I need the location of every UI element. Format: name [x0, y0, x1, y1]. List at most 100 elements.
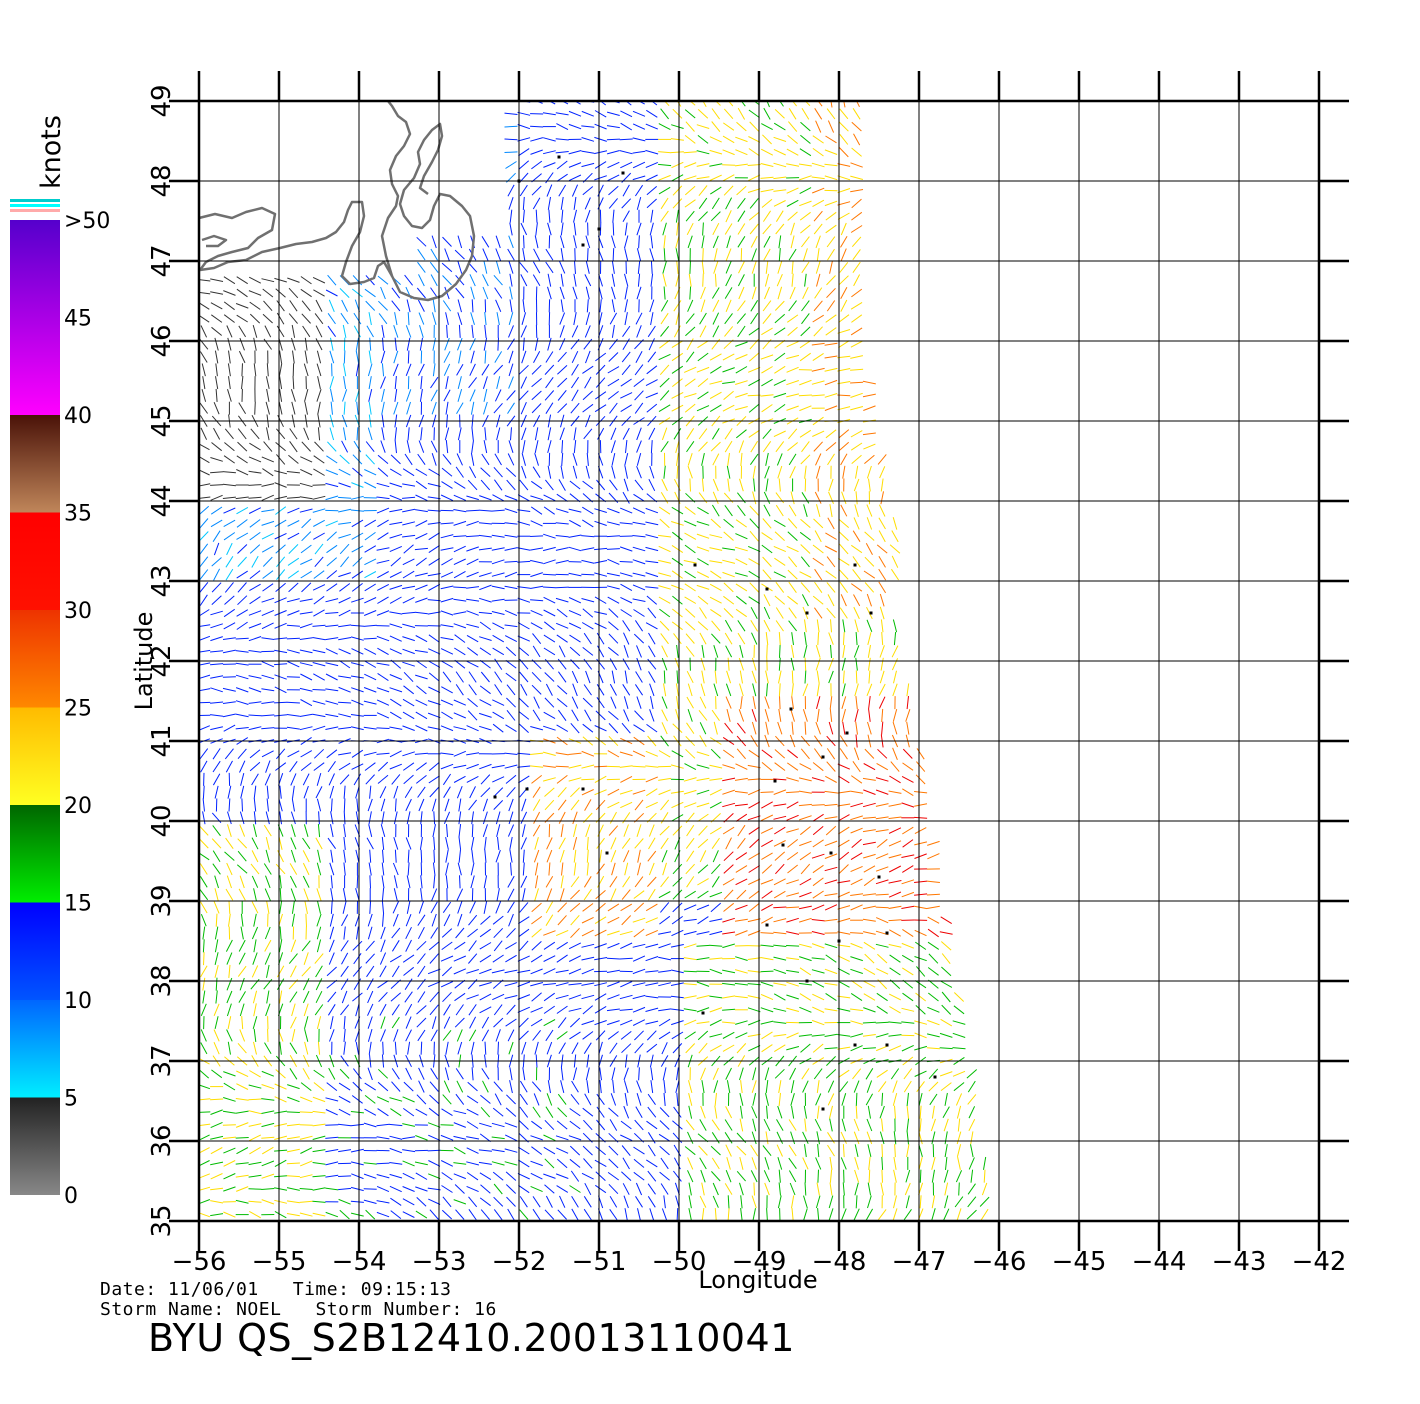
wind-vector [300, 1148, 312, 1154]
wind-vector [558, 710, 566, 721]
wind-vector [725, 287, 732, 298]
wind-vector [495, 390, 501, 402]
wind-vector [200, 403, 208, 414]
wind-vector [382, 901, 383, 914]
wind-vector [585, 710, 591, 721]
wind-vector [441, 598, 453, 602]
wind-vector [725, 326, 733, 336]
wind-vector [365, 546, 376, 553]
wind-vector [775, 852, 785, 861]
wind-vector [509, 351, 513, 363]
wind-vector [864, 942, 875, 949]
wind-vector [418, 927, 424, 939]
wind-vector [890, 545, 900, 553]
wind-vector [558, 1094, 566, 1104]
wind-vector [456, 684, 463, 695]
wind-vector [892, 646, 898, 658]
wind-vector [636, 1196, 643, 1207]
wind-vector [441, 700, 453, 705]
wind-vector [252, 774, 259, 785]
wind-vector [865, 557, 874, 566]
wind-vector [344, 799, 345, 812]
footer-date-line: Date: 11/06/01 Time: 09:15:13 [100, 1279, 451, 1300]
wind-vector [620, 790, 632, 794]
wind-vector [684, 394, 696, 398]
wind-vector [369, 863, 371, 876]
wind-vector [648, 1132, 655, 1143]
wind-vector [687, 851, 694, 862]
wind-vector [697, 803, 709, 807]
wind-vector [825, 368, 838, 371]
wind-vector [433, 299, 435, 312]
wind-vector [262, 457, 274, 462]
wind-vector [688, 300, 693, 312]
wind-vector [850, 369, 863, 370]
wind-vector [672, 815, 683, 821]
wind-vector [428, 713, 440, 718]
wind-vector [342, 991, 347, 1003]
wind-vector [805, 619, 807, 632]
wind-vector [530, 983, 543, 986]
wind-vector [786, 792, 799, 793]
wind-vector [774, 1045, 785, 1052]
wind-vector [505, 535, 518, 537]
rain-flag-marker [774, 780, 777, 783]
wind-vector [342, 915, 348, 926]
wind-vector [548, 466, 551, 479]
wind-vector [224, 443, 234, 451]
wind-vector [804, 504, 808, 516]
wind-vector [201, 761, 207, 772]
wind-vector [544, 993, 555, 1001]
wind-vector [498, 338, 499, 351]
wind-vector [314, 763, 324, 771]
wind-vector [367, 838, 373, 849]
wind-vector [813, 136, 824, 143]
wind-vector [891, 569, 898, 580]
wind-vector [764, 108, 770, 119]
wind-vector [381, 1017, 385, 1029]
wind-vector [264, 339, 272, 350]
wind-vector [659, 1019, 670, 1026]
wind-vector [741, 453, 742, 466]
wind-vector [378, 1069, 387, 1078]
wind-vector [663, 863, 667, 875]
wind-vector [711, 1171, 720, 1181]
wind-vector [470, 902, 476, 914]
wind-vector [586, 287, 589, 300]
wind-vector [470, 390, 475, 402]
wind-vector [215, 786, 218, 799]
wind-vector [497, 376, 500, 389]
wind-vector [236, 1084, 248, 1090]
wind-vector [249, 1111, 262, 1114]
wind-vector [458, 312, 462, 324]
wind-vector [574, 235, 577, 248]
wind-vector [377, 611, 389, 616]
wind-vector [213, 774, 219, 785]
wind-vector [658, 983, 671, 986]
wind-vector [570, 1159, 580, 1167]
wind-vector [620, 776, 632, 782]
wind-vector [570, 890, 579, 899]
wind-vector [587, 453, 588, 466]
wind-vector [519, 698, 528, 707]
wind-vector [288, 521, 300, 527]
wind-vector [456, 288, 464, 298]
wind-vector [764, 1170, 769, 1182]
colorbar-stripe [10, 209, 60, 212]
wind-vector [277, 979, 283, 990]
wind-vector [383, 850, 384, 863]
wind-vector [792, 1208, 793, 1221]
wind-vector [673, 826, 682, 835]
lon-tick-label: −48 [812, 1247, 867, 1277]
wind-vector [753, 1068, 756, 1081]
wind-vector [510, 210, 512, 223]
wind-vector [548, 338, 551, 351]
wind-vector [505, 586, 518, 588]
wind-vector [941, 967, 951, 976]
wind-vector [518, 598, 530, 602]
wind-vector [889, 1035, 902, 1037]
wind-vector [416, 533, 428, 539]
wind-vector [216, 914, 217, 927]
wind-vector [799, 395, 812, 396]
rain-flag-marker [558, 156, 561, 159]
